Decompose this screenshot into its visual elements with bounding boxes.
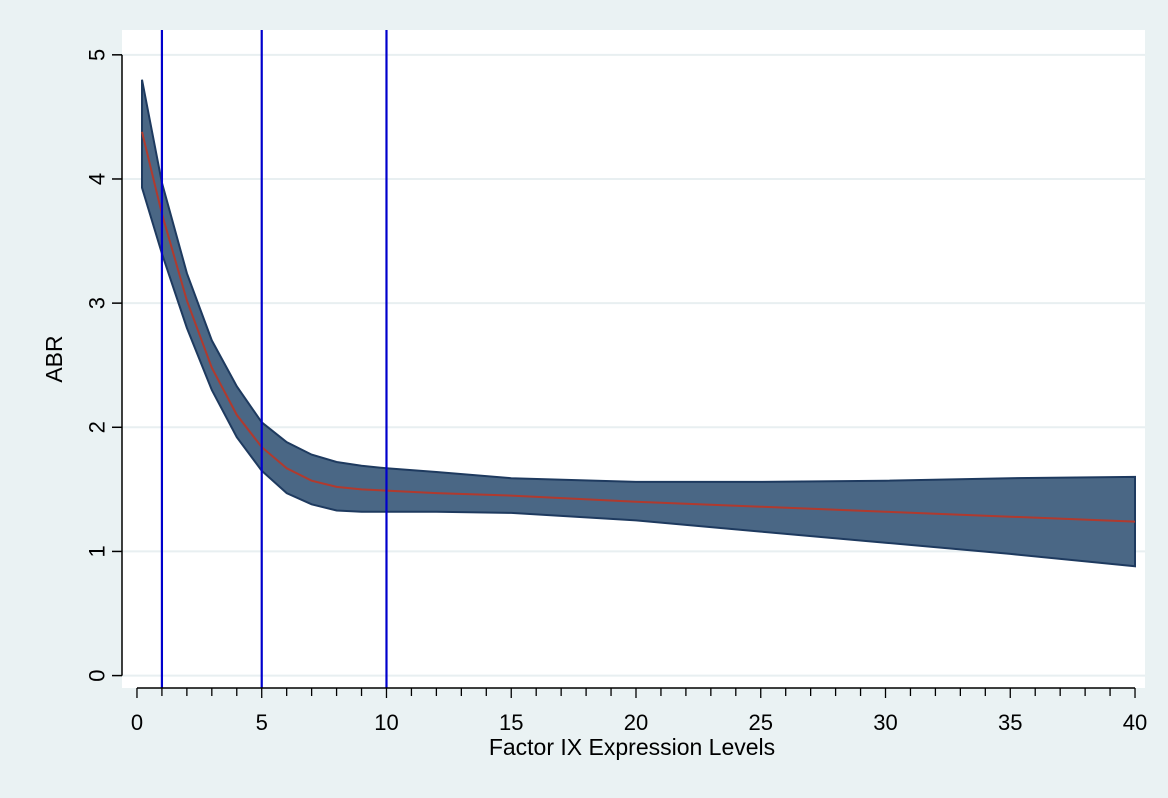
y-tick-label-4: 4 [85, 173, 110, 185]
reference-lines [160, 30, 388, 688]
grid-lines [122, 53, 1145, 677]
x-tick-label-0: 0 [131, 710, 143, 735]
y-tick-label-0: 0 [85, 669, 110, 681]
x-tick-label-15: 15 [499, 710, 523, 735]
x-tick-label-40: 40 [1123, 710, 1147, 735]
x-tick-label-30: 30 [873, 710, 897, 735]
y-tick-label-3: 3 [85, 297, 110, 309]
y-tick-label-5: 5 [85, 49, 110, 61]
x-axis-label: Factor IX Expression Levels [489, 734, 775, 760]
x-tick-label-5: 5 [256, 710, 268, 735]
x-tick-label-35: 35 [998, 710, 1022, 735]
y-tick-label-2: 2 [85, 421, 110, 433]
x-tick-label-25: 25 [749, 710, 773, 735]
fitted-line [141, 131, 1136, 523]
line-layer [141, 131, 1136, 523]
y-axis-label: ABR [41, 335, 67, 382]
axes: 0 1 2 3 4 5 0 5 10 15 20 25 30 35 40 [85, 49, 1148, 735]
x-tick-label-20: 20 [624, 710, 648, 735]
plot-area [122, 30, 1145, 688]
x-tick-label-10: 10 [374, 710, 398, 735]
y-tick-label-1: 1 [85, 545, 110, 557]
